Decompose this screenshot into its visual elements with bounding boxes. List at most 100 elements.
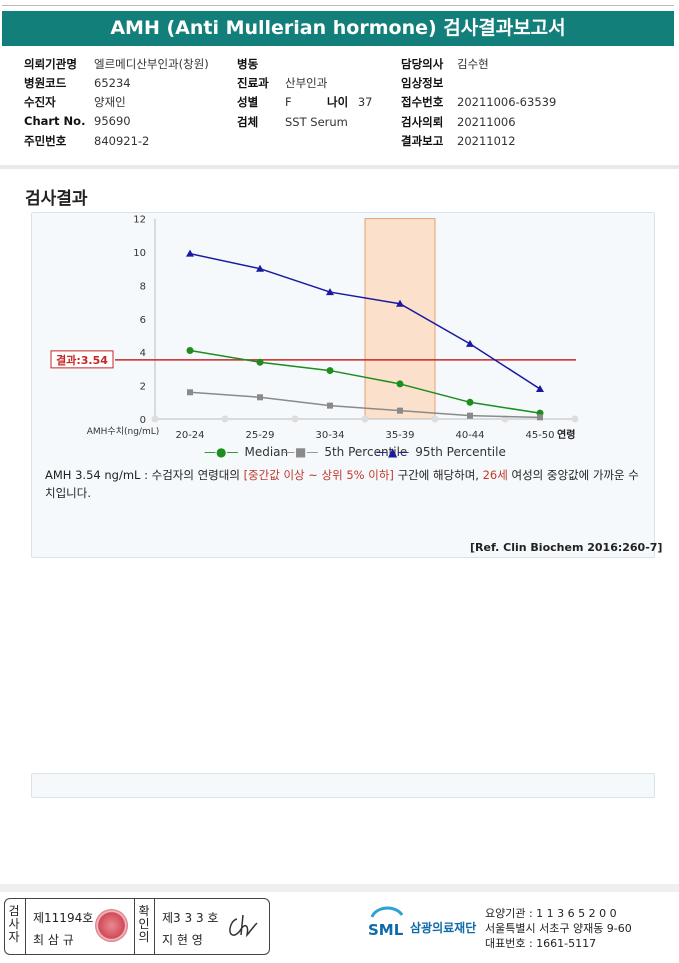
info-row: 검체 SST Serum (237, 114, 348, 130)
x-axis-suffix: 연령 (557, 428, 575, 441)
y-tick-label: 6 (140, 315, 146, 326)
y-tick-label: 0 (140, 415, 146, 426)
y-tick-label: 4 (140, 348, 146, 359)
legend-marker-icon: —●— (204, 445, 239, 459)
info-label: 접수번호 (401, 95, 444, 109)
data-point (466, 339, 474, 347)
info-label: 병원코드 (24, 76, 67, 90)
info-row: 접수번호 20211006-63539 (401, 94, 556, 110)
info-value: 산부인과 (285, 76, 328, 90)
examiner-label: 검사자 (8, 904, 20, 944)
reference-label: 결과:3.54 (56, 353, 108, 367)
x-tick-label: 35-39 (385, 430, 414, 441)
data-point (187, 389, 193, 396)
series-line (189, 349, 541, 414)
signature-divider-2 (134, 899, 135, 954)
info-row: 병원코드 65234 (24, 75, 131, 91)
x-axis-dot (431, 415, 439, 423)
examiner-name: 최 삼 규 (33, 933, 74, 947)
info-value: 20211012 (457, 134, 516, 148)
y-tick-label: 2 (140, 382, 146, 393)
age-label: 나이 (327, 95, 349, 109)
section-divider (0, 165, 679, 169)
result-panel (31, 212, 655, 558)
y-tick-label: 8 (140, 281, 146, 292)
info-label: 주민번호 (24, 134, 67, 148)
organization-name: 삼광의료재단 (410, 921, 477, 935)
info-row: 주민번호 840921-2 (24, 133, 149, 149)
x-tick-label: 25-29 (245, 430, 274, 441)
signature-divider-3 (154, 899, 155, 954)
signature-box: 검사자 제11194호 최 삼 규 확인의 제3 3 3 호 지 현 영 (4, 898, 270, 955)
info-label: 성별 (237, 95, 259, 109)
data-point (256, 264, 264, 272)
info-value: 김수현 (457, 57, 489, 71)
data-point (326, 288, 334, 296)
legend-marker-icon: —▲— (376, 445, 410, 459)
reference-label-box (50, 350, 114, 369)
desc-part3: 여성의 중앙값에 가까운 수치입니다. (45, 468, 639, 500)
logo-text: SML (368, 921, 404, 939)
info-value: 65234 (94, 76, 131, 90)
amh-chart: 0 2 4 6 8 10 12 20-24 25-29 30-34 35-39 40-44 45-50 연… (50, 215, 579, 441)
info-value: 양재인 (94, 95, 126, 109)
legend-marker-icon: —■— (283, 445, 319, 459)
x-axis-dot (291, 415, 299, 423)
sml-logo-icon: SML (368, 906, 404, 939)
legend-item: —■— 5th Percentile (283, 445, 407, 459)
y-tick-label: 12 (133, 215, 146, 226)
examiner-license: 제11194호 (33, 911, 94, 925)
age-field: 나이 37 (327, 94, 372, 110)
info-row: 결과보고 20211012 (401, 133, 516, 149)
organization-phone: 대표번호 : 1661-5117 (485, 937, 597, 950)
info-row: 진료과 산부인과 (237, 75, 327, 91)
info-value: 20211006-63539 (457, 95, 557, 109)
signature-image (229, 914, 258, 938)
series-line (189, 252, 541, 390)
info-label: 수진자 (24, 95, 56, 109)
highlight-band (364, 218, 436, 420)
desc-range-highlight: [중간값 이상 ~ 상위 5% 이하] (243, 468, 394, 482)
info-label: Chart No. (24, 114, 86, 128)
reference-citation: [Ref. Clin Biochem 2016:260-7] (470, 541, 663, 554)
info-label: 병동 (237, 57, 259, 71)
x-tick-label: 30-34 (315, 430, 344, 441)
data-point (466, 398, 474, 406)
organization-code: 요양기관 : 1 1 3 6 5 2 0 0 (485, 907, 617, 920)
x-tick-label: 45-50 (525, 430, 554, 441)
data-point (536, 384, 544, 392)
info-value: 엘르메디산부인과(창원) (94, 57, 209, 71)
info-label: 검사의뢰 (401, 115, 444, 129)
x-axis-dot (221, 415, 229, 423)
series-line (189, 391, 541, 419)
section-title: 검사결과 (25, 189, 88, 209)
data-point (396, 299, 404, 307)
report-title: AMH (Anti Mullerian hormone) 검사결과보고서 (2, 11, 674, 46)
confirm-license: 제3 3 3 호 (162, 911, 219, 925)
data-point (327, 402, 333, 409)
data-point (396, 380, 404, 388)
data-point (537, 414, 543, 421)
data-point (257, 394, 263, 401)
top-border (2, 5, 674, 6)
info-row: 임상정보 (401, 75, 457, 91)
y-tick-label: 10 (133, 248, 146, 259)
info-row: 담당의사 김수현 (401, 56, 489, 72)
seal-stamp (95, 909, 128, 942)
info-label: 의뢰기관명 (24, 57, 77, 71)
data-point (326, 367, 334, 375)
age-value: 37 (357, 95, 373, 109)
confirm-label: 확인의 (138, 904, 150, 944)
data-point (186, 249, 194, 257)
data-point (467, 412, 473, 419)
info-value: 95690 (94, 114, 131, 128)
data-point (186, 347, 194, 355)
confirm-name: 지 현 영 (162, 933, 203, 947)
legend-item: —▲— 95th Percentile (376, 445, 506, 459)
desc-part2: 구간에 해당하며, (393, 468, 483, 482)
info-label: 진료과 (237, 76, 269, 90)
info-label: 결과보고 (401, 134, 444, 148)
info-row: Chart No. 95690 (24, 114, 131, 128)
legend-label: Median (244, 445, 289, 459)
info-value: 20211006 (457, 115, 516, 129)
